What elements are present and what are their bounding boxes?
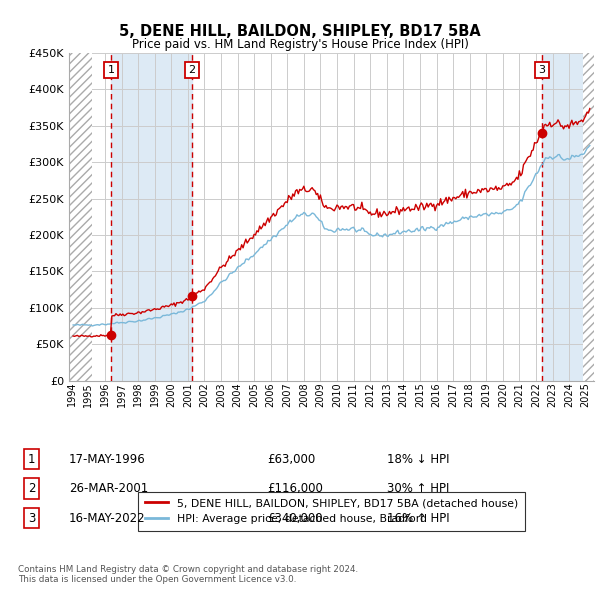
Text: £63,000: £63,000 [267, 453, 315, 466]
Text: 1: 1 [107, 65, 115, 75]
Bar [69, 53, 92, 381]
Legend: 5, DENE HILL, BAILDON, SHIPLEY, BD17 5BA (detached house), HPI: Average price, d: 5, DENE HILL, BAILDON, SHIPLEY, BD17 5BA… [138, 491, 525, 530]
Text: 16-MAY-2022: 16-MAY-2022 [69, 512, 146, 525]
Text: 2: 2 [188, 65, 195, 75]
Bar [542, 53, 583, 381]
Text: 16% ↑ HPI: 16% ↑ HPI [387, 512, 449, 525]
Text: £340,000: £340,000 [267, 512, 323, 525]
Text: 3: 3 [28, 512, 35, 525]
Text: 17-MAY-1996: 17-MAY-1996 [69, 453, 146, 466]
Text: 5, DENE HILL, BAILDON, SHIPLEY, BD17 5BA: 5, DENE HILL, BAILDON, SHIPLEY, BD17 5BA [119, 24, 481, 38]
Text: 2: 2 [28, 482, 35, 495]
Bar [111, 53, 191, 381]
Bar [583, 53, 594, 381]
Text: 26-MAR-2001: 26-MAR-2001 [69, 482, 148, 495]
Text: £116,000: £116,000 [267, 482, 323, 495]
Text: 1: 1 [28, 453, 35, 466]
Text: Price paid vs. HM Land Registry's House Price Index (HPI): Price paid vs. HM Land Registry's House … [131, 38, 469, 51]
Text: Contains HM Land Registry data © Crown copyright and database right 2024.
This d: Contains HM Land Registry data © Crown c… [18, 565, 358, 584]
Text: 3: 3 [539, 65, 545, 75]
Text: 30% ↑ HPI: 30% ↑ HPI [387, 482, 449, 495]
Text: 18% ↓ HPI: 18% ↓ HPI [387, 453, 449, 466]
